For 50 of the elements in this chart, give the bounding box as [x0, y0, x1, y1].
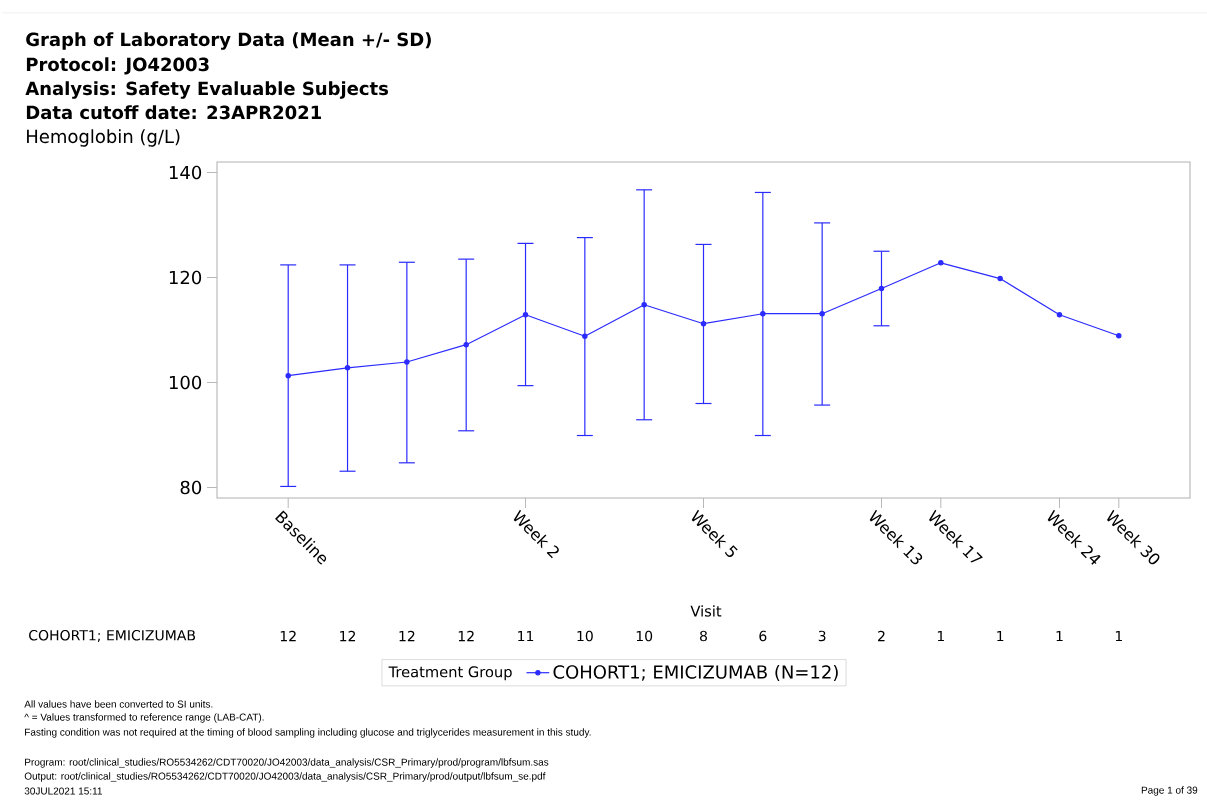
text: Data cutoff date: 23APR2021 [26, 105, 321, 120]
y-tick-label: 100 [169, 375, 202, 390]
text: Analysis: Safety Evaluable Subjects [25, 81, 389, 99]
point [344, 365, 351, 371]
text: 1 [997, 630, 1004, 642]
point [700, 320, 707, 327]
text: 8 [699, 630, 707, 642]
point [404, 359, 410, 365]
text: 12 [458, 630, 474, 642]
text: 10 [577, 630, 593, 642]
point [1056, 312, 1063, 318]
text: 12 [340, 630, 356, 642]
text: 3 [818, 630, 826, 642]
point [878, 285, 885, 292]
point [582, 333, 588, 340]
text: 1 [1115, 630, 1122, 642]
point [285, 372, 291, 379]
y-axis-title: Hemoglobin (g/L) [27, 129, 180, 147]
text: All values have been converted to SI units. [24, 700, 213, 708]
text: Fasting condition was not required at the timing of blood sampling including glucose and triglycerides measurement in this study. [25, 728, 591, 738]
text: Output: root/clinical_studies/RO5534262/CDT70020/JO42003/data_analysis/CSR_Primary/prod/output/lbfsum_se.pdf [24, 772, 546, 782]
chart-title: Graph of Laboratory Data (Mean +/- SD) [26, 32, 431, 50]
point [463, 341, 469, 348]
y-tick-label: 120 [169, 270, 202, 285]
point [938, 260, 944, 266]
text: Program: root/clinical_studies/RO5534262/CDT70020/JO42003/data_analysis/CSR_Primary/prod/program/lbfsum.sas [25, 758, 549, 768]
text: 1 [937, 630, 944, 642]
text: 12 [280, 630, 296, 642]
point [997, 275, 1003, 282]
text: Protocol: JO42003 [26, 57, 209, 75]
text: 6 [759, 630, 767, 642]
legend-label: COHORT1; EMICIZUMAB (N=12) [553, 664, 838, 681]
y-tick-label: 80 [180, 480, 202, 495]
text: 1 [1056, 630, 1063, 642]
text: Page 1 of 39 [1141, 786, 1198, 796]
point [522, 312, 529, 318]
point [1116, 333, 1122, 339]
text: 10 [636, 630, 653, 642]
y-tick-label: 140 [169, 165, 202, 180]
text: 30JUL2021 15:11 [24, 787, 102, 795]
text: ^ = Values transformed to reference range (LAB-CAT). [24, 713, 264, 723]
legend-title: Treatment Group [388, 666, 512, 681]
text: 11 [518, 630, 534, 642]
x-axis-title: Visit [690, 605, 722, 617]
text: 12 [399, 630, 415, 642]
point [760, 310, 766, 317]
text: 2 [878, 630, 885, 642]
point [641, 302, 647, 308]
point [819, 310, 825, 317]
text: COHORT1; EMICIZUMAB [29, 629, 196, 642]
